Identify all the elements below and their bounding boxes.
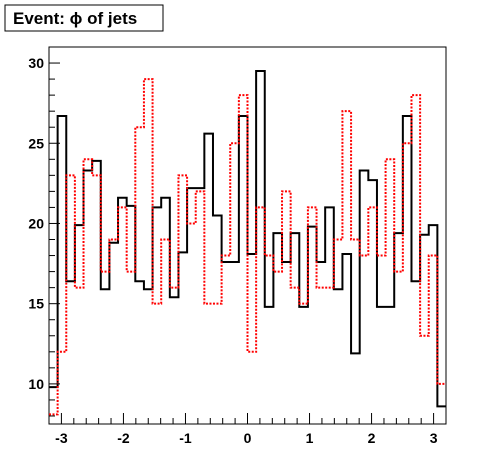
x-tick-label: 1 — [306, 430, 314, 446]
x-tick-label: -1 — [179, 430, 192, 446]
chart-title: Event: ϕ of jets — [13, 9, 137, 28]
x-tick-label: -3 — [55, 430, 68, 446]
x-tick-label: 3 — [430, 430, 438, 446]
x-tick-label: 0 — [244, 430, 252, 446]
y-tick-label: 25 — [28, 135, 44, 151]
histogram-dashed-red — [49, 78, 446, 416]
y-axis: 10 15 20 25 30 — [28, 46, 60, 417]
y-tick-label: 30 — [28, 55, 44, 71]
title-box: Event: ϕ of jets — [4, 4, 164, 32]
y-tick-label: 10 — [28, 376, 44, 392]
histogram-series — [49, 70, 446, 416]
y-tick-label: 20 — [28, 215, 44, 231]
x-tick-label: -2 — [117, 430, 130, 446]
y-tick-label: 15 — [28, 296, 44, 312]
x-tick-label: 2 — [368, 430, 376, 446]
x-axis: -3 -2 -1 0 1 2 3 — [48, 413, 447, 446]
